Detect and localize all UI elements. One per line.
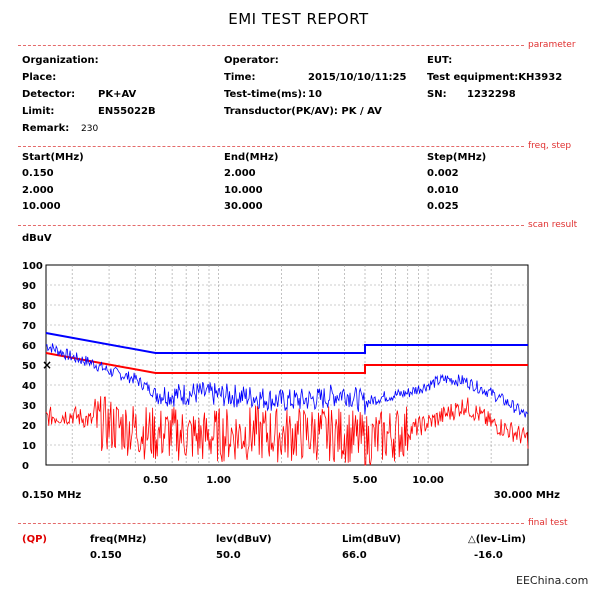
place-label: Place: xyxy=(22,72,57,83)
delta-value: -16.0 xyxy=(474,550,503,561)
end-header: End(MHz) xyxy=(224,152,279,163)
detector-value: PK+AV xyxy=(98,89,137,100)
x-tick-label: 0.150 MHz xyxy=(22,490,81,501)
section-divider-final-test xyxy=(18,523,524,524)
y-tick-label: 80 xyxy=(22,301,36,312)
section-divider-freq-step xyxy=(18,146,524,147)
lev-header: lev(dBuV) xyxy=(216,534,272,545)
x-tick-label: 0.50 xyxy=(143,475,168,486)
x-tick-label: 5.00 xyxy=(353,475,378,486)
freq-step-cell: 0.025 xyxy=(427,201,459,212)
operator-label: Operator: xyxy=(224,55,279,66)
report-title: EMI TEST REPORT xyxy=(228,10,369,28)
y-tick-label: 30 xyxy=(22,401,36,412)
y-tick-label: 50 xyxy=(22,361,36,372)
freq-value: 0.150 xyxy=(90,550,122,561)
x-tick-label: 1.00 xyxy=(206,475,231,486)
pk-scan-trace xyxy=(45,343,529,418)
y-tick-label: 20 xyxy=(22,421,36,432)
remark-value: 230 xyxy=(81,124,99,134)
transducer-label: Transductor(PK/AV): PK / AV xyxy=(224,106,382,117)
plot-series xyxy=(45,332,529,466)
final-test-marker: × xyxy=(42,358,52,372)
delta-header: △(lev-Lim) xyxy=(468,534,526,545)
freq-step-cell: 30.000 xyxy=(224,201,263,212)
section-label-final-test: final test xyxy=(528,518,568,528)
sn-label: SN: xyxy=(427,89,447,100)
x-tick-label: 10.00 xyxy=(412,475,444,486)
lim-header: Lim(dBuV) xyxy=(342,534,401,545)
y-axis-unit-label: dBuV xyxy=(22,233,52,244)
test-time-value: 10 xyxy=(308,89,322,100)
detector-label: Detector: xyxy=(22,89,76,100)
y-tick-label: 100 xyxy=(22,261,43,272)
av-limit-line xyxy=(45,352,528,374)
freq-step-cell: 10.000 xyxy=(22,201,61,212)
y-tick-label: 90 xyxy=(22,281,36,292)
test-time-label: Test-time(ms): xyxy=(224,89,307,100)
freq-step-cell: 0.002 xyxy=(427,168,459,179)
plot-labels: 0 10 20 30 40 50 60 70 80 90 100 0.150 MHz 0.50 1.00 5… xyxy=(22,261,560,501)
freq-step-cell: 0.150 xyxy=(22,168,54,179)
section-divider-parameter xyxy=(18,45,524,46)
section-label-parameter: parameter xyxy=(528,40,576,50)
lev-value: 50.0 xyxy=(216,550,241,561)
sn-value: 1232298 xyxy=(467,89,516,100)
freq-header: freq(MHz) xyxy=(90,534,147,545)
remark-label: Remark: xyxy=(22,123,70,134)
section-label-scan-result: scan result xyxy=(528,220,578,230)
y-tick-label: 10 xyxy=(22,441,36,452)
y-tick-label: 40 xyxy=(22,381,36,392)
freq-step-cell: 2.000 xyxy=(224,168,256,179)
qp-limit-line xyxy=(45,332,528,354)
section-divider-scan-result xyxy=(18,225,524,226)
freq-step-cell: 10.000 xyxy=(224,185,263,196)
av-scan-trace xyxy=(45,396,529,466)
y-tick-label: 60 xyxy=(22,341,36,352)
y-tick-label: 70 xyxy=(22,321,36,332)
eechina-watermark: EEChina.com xyxy=(516,574,589,587)
start-header: Start(MHz) xyxy=(22,152,84,163)
section-label-freq-step: freq, step xyxy=(528,141,572,151)
y-tick-label: 0 xyxy=(22,461,29,472)
freq-step-cell: 2.000 xyxy=(22,185,54,196)
limit-label: Limit: xyxy=(22,106,55,117)
time-value: 2015/10/10/11:25 xyxy=(308,72,407,83)
freq-step-cell: 0.010 xyxy=(427,185,459,196)
x-tick-label: 30.000 MHz xyxy=(494,490,560,501)
qp-label: (QP) xyxy=(22,534,47,545)
limit-value: EN55022B xyxy=(98,106,156,117)
test-equipment-label: Test equipment:KH3932 xyxy=(427,72,563,83)
organization-label: Organization: xyxy=(22,55,99,66)
eut-label: EUT: xyxy=(427,55,453,66)
lim-value: 66.0 xyxy=(342,550,367,561)
step-header: Step(MHz) xyxy=(427,152,487,163)
time-label: Time: xyxy=(224,72,256,83)
